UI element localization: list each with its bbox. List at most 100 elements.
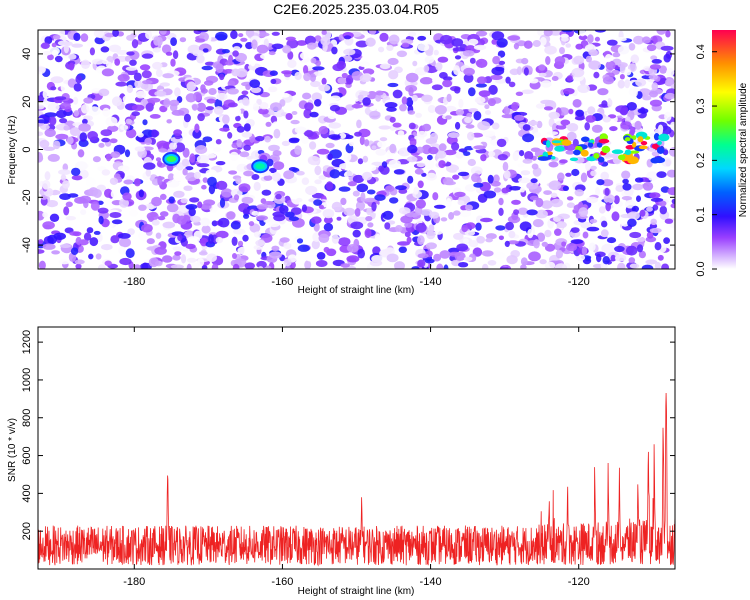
spectrogram-cell [139,64,151,71]
spectrogram-cell [588,60,601,70]
spectrogram-cell [269,167,277,174]
spectrogram-panel: -180 -160 -140 -120 -40 -20 0 20 40 Height of s… [7,29,676,296]
spectrogram-cell [323,216,333,224]
spectrogram-cells [38,30,675,269]
spectrogram-cell [544,261,556,269]
spectrogram-cell [104,260,112,267]
spectrogram-cell [445,115,452,120]
spectrogram-cell [205,106,214,111]
spectrogram-cell [116,50,129,55]
spectrogram-cell [268,51,276,56]
spectrogram-cell [613,195,620,205]
spectrogram-cell [309,111,319,118]
spectrogram-cell [301,204,308,212]
spectrogram-cell [597,201,607,208]
spectrogram-cell [493,174,500,183]
spectrogram-cell [408,86,414,97]
spectrogram-cell [513,209,520,216]
spectrogram-cell [523,40,533,49]
spectrogram-cell [325,181,334,191]
spectrogram-cell [219,73,225,81]
spectrogram-cell [508,81,516,88]
spectrogram-cell [646,206,653,212]
spectrogram-peak-cell [624,137,631,142]
spectrogram-cell [185,204,198,210]
spectrogram-cell [501,114,515,119]
spectrogram-cell [649,90,658,98]
spectrogram-cell [538,64,546,71]
spectrogram-cell [161,44,172,54]
spectrogram-cell [311,92,323,102]
spectrogram-cell [645,259,658,265]
spectrogram-cell [469,57,476,64]
spectrogram-cell [590,165,597,170]
spectrogram-cell [523,67,529,76]
spectrogram-cell [437,56,449,63]
spectrogram-cell [126,51,135,56]
spectrogram-cell [343,48,356,56]
spectrogram-cell [331,46,338,55]
spectrogram-cell [362,155,369,163]
spectrogram-cell [406,156,418,163]
spectrogram-cell [605,202,611,212]
spectrogram-cell [203,80,214,86]
spectrogram-cell [118,246,126,255]
spectrogram-cell [251,39,258,50]
spectrogram-cell [329,169,341,179]
spectrogram-cell [470,166,483,176]
spectrogram-cell [312,66,325,71]
spectrogram-cell [453,232,464,240]
spectrogram-cell [609,126,618,132]
spectrogram-cell [78,139,89,147]
spectrogram-cell [245,42,254,50]
spectrogram-cell [173,129,183,137]
spectrogram-cell [626,102,637,111]
spectrogram-cell [344,134,354,140]
spectrogram-cell [406,236,412,244]
spectrogram-cell [419,77,433,85]
spectrogram-cell [236,125,245,133]
spectrogram-cell [106,153,112,162]
spectrogram-cell [362,97,371,106]
spectrogram-cell [417,180,424,189]
spectrogram-cell [159,30,167,35]
spectrogram-cell [392,122,402,128]
spectrogram-cell [60,83,68,92]
spectrogram-cell [232,263,240,269]
spectrogram-cell [521,89,534,95]
spectrogram-cell [600,171,609,181]
spectrogram-cell [246,155,254,160]
spectrogram-cell [328,195,340,201]
spectrogram-cell [215,236,223,244]
spectrogram-cell [649,227,662,234]
spectrogram-cell [282,45,292,54]
spectrogram-cell [237,84,244,92]
spectrogram-cell [372,246,381,256]
spectrogram-cell [367,222,374,228]
spectrogram-cell [374,194,386,201]
spectrogram-cell [587,34,594,44]
spectrogram-cell [56,109,67,119]
spectrogram-cell [573,55,585,65]
spectrogram-cell [309,73,316,82]
spectrogram-cell [38,119,49,124]
spectrogram-cell [670,84,675,89]
spectrogram-cell [565,172,572,177]
spectrogram-cell [227,132,233,139]
spectrogram-cell [202,136,213,143]
spectrogram-cell [659,65,667,74]
spectrogram-cell [539,259,547,265]
spectrogram-cell [81,104,90,114]
spectrogram-cell [454,251,466,261]
spectrogram-cell [493,187,502,193]
spectrogram-cell [649,99,663,107]
spectrogram-cell [454,55,462,60]
spectrogram-cell [522,158,533,164]
spectrogram-cell [539,36,547,46]
bottom-x-tick-label: -140 [420,576,442,588]
spectrogram-peak [166,156,177,163]
spectrogram-cell [617,45,630,55]
spectrogram-cell [74,259,85,265]
spectrogram-cell [472,247,483,257]
spectrogram-cell [531,163,539,170]
